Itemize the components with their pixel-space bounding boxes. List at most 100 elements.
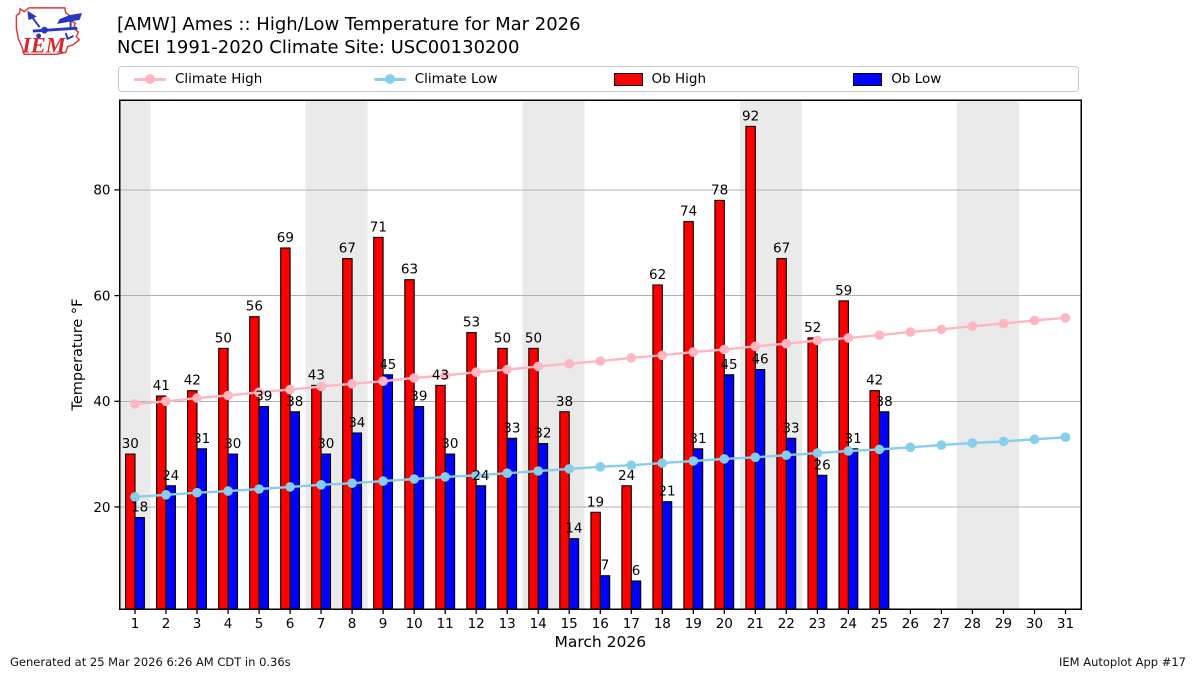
climate-low-marker — [595, 462, 606, 472]
climate-high-marker — [936, 324, 947, 335]
ob-high-value: 30 — [122, 436, 139, 452]
ob-low-value: 7 — [601, 558, 610, 574]
x-tick-label: 24 — [840, 616, 857, 632]
climate-high-marker — [254, 387, 264, 398]
ob-high-bar — [807, 337, 818, 610]
ob-high-bars — [125, 125, 880, 610]
climate-low-marker — [440, 472, 451, 482]
y-tick-label: 20 — [93, 500, 110, 516]
ob-high-value: 62 — [649, 267, 666, 283]
ob-high-value: 56 — [246, 299, 263, 315]
climate-low-marker — [843, 446, 854, 456]
climate-low-marker — [657, 458, 668, 468]
x-tick-label: 10 — [406, 616, 423, 632]
ob-low-value: 30 — [441, 436, 458, 452]
climate-high-marker — [471, 367, 482, 378]
ob-high-patch-swatch — [613, 72, 643, 86]
climate-low-marker — [502, 468, 512, 479]
x-tick-label: 25 — [871, 616, 888, 632]
ob-high-bar — [745, 125, 756, 610]
ob-low-value: 32 — [534, 426, 551, 442]
ob-high-value: 92 — [742, 108, 759, 124]
ob-high-value: 24 — [618, 468, 635, 484]
ob-low-bar — [134, 517, 145, 610]
climate-low-marker — [1029, 434, 1040, 445]
climate-high-line — [130, 313, 1071, 409]
legend-item-climate-high: Climate High — [119, 71, 359, 87]
ob-low-bar — [475, 485, 487, 610]
legend-label: Climate Low — [414, 71, 498, 87]
climate-low-marker — [688, 456, 699, 466]
ob-high-value: 42 — [866, 373, 883, 389]
x-tick-label: 21 — [747, 616, 764, 632]
ob-high-bar — [249, 316, 260, 610]
legend-item-climate-low: Climate Low — [359, 71, 599, 87]
ob-low-bar — [351, 432, 363, 610]
ob-low-bar — [661, 501, 673, 610]
y-tick-label: 60 — [93, 288, 110, 304]
ob-high-value: 50 — [494, 330, 511, 346]
climate-low-marker — [316, 480, 326, 490]
ob-high-bar — [435, 384, 446, 610]
ob-low-bar — [847, 448, 859, 610]
ob-high-bar — [373, 236, 384, 610]
climate-high-marker — [688, 347, 699, 357]
ob-low-value: 21 — [658, 484, 675, 500]
climate-high-marker — [440, 370, 451, 381]
x-tick-label: 12 — [468, 616, 485, 632]
ob-low-value: 46 — [751, 352, 768, 368]
climate-high-marker — [502, 364, 512, 375]
ob-low-value: 18 — [131, 500, 148, 516]
ob-high-value: 42 — [184, 373, 201, 389]
ob-low-bar — [723, 374, 735, 610]
ob-high-value: 74 — [680, 204, 697, 220]
x-tick-label: 30 — [1026, 616, 1043, 632]
climate-high-marker — [1060, 313, 1071, 323]
climate-low-line — [130, 432, 1071, 502]
legend-label: Ob Low — [891, 71, 942, 87]
x-tick-label: 29 — [995, 616, 1012, 632]
legend-item-ob-high: Ob High — [599, 71, 839, 87]
ob-low-value: 30 — [224, 436, 241, 452]
climate-high-marker — [1029, 315, 1040, 326]
x-tick-label: 4 — [224, 616, 233, 632]
climate-low-marker — [874, 444, 885, 455]
climate-low-marker — [254, 484, 264, 494]
climate-high-marker — [843, 333, 854, 343]
x-tick-label: 19 — [685, 616, 702, 632]
climate-high-marker — [192, 393, 202, 403]
ob-low-value: 34 — [348, 415, 365, 431]
climate-high-marker — [564, 358, 574, 369]
legend-item-ob-low: Ob Low — [838, 71, 1078, 87]
x-tick-label: 6 — [286, 616, 295, 632]
x-tick-label: 1 — [131, 616, 140, 632]
climate-low-marker — [285, 482, 295, 492]
ob-low-patch-swatch — [853, 72, 883, 86]
ob-low-value: 30 — [317, 436, 334, 452]
climate-high-marker — [998, 318, 1009, 329]
x-tick-label: 7 — [317, 616, 326, 632]
ob-low-value: 38 — [286, 394, 303, 410]
x-tick-label: 20 — [716, 616, 733, 632]
y-axis-title: Temperature °F — [70, 298, 86, 411]
ob-high-bar — [683, 221, 694, 610]
ob-high-bar — [311, 384, 322, 610]
climate-high-marker — [626, 353, 637, 363]
chart-subtitle: NCEI 1991-2020 Climate Site: USC00130200 — [117, 37, 520, 58]
y-tick-label: 80 — [93, 183, 110, 199]
climate-high-marker — [812, 335, 823, 346]
ob-low-value: 6 — [632, 563, 641, 579]
ob-low-value: 26 — [814, 457, 831, 473]
x-tick-label: 16 — [592, 616, 609, 632]
ob-low-bar — [320, 453, 332, 610]
y-axis: 20 40 60 80 Temperature °F — [70, 183, 120, 516]
climate-low-marker — [781, 450, 792, 461]
climate-low-marker — [750, 452, 761, 463]
x-tick-label: 28 — [964, 616, 981, 632]
ob-high-bar — [621, 485, 632, 610]
climate-low-marker — [998, 436, 1009, 447]
ob-high-value: 67 — [339, 241, 356, 257]
ob-low-bar — [227, 453, 239, 610]
